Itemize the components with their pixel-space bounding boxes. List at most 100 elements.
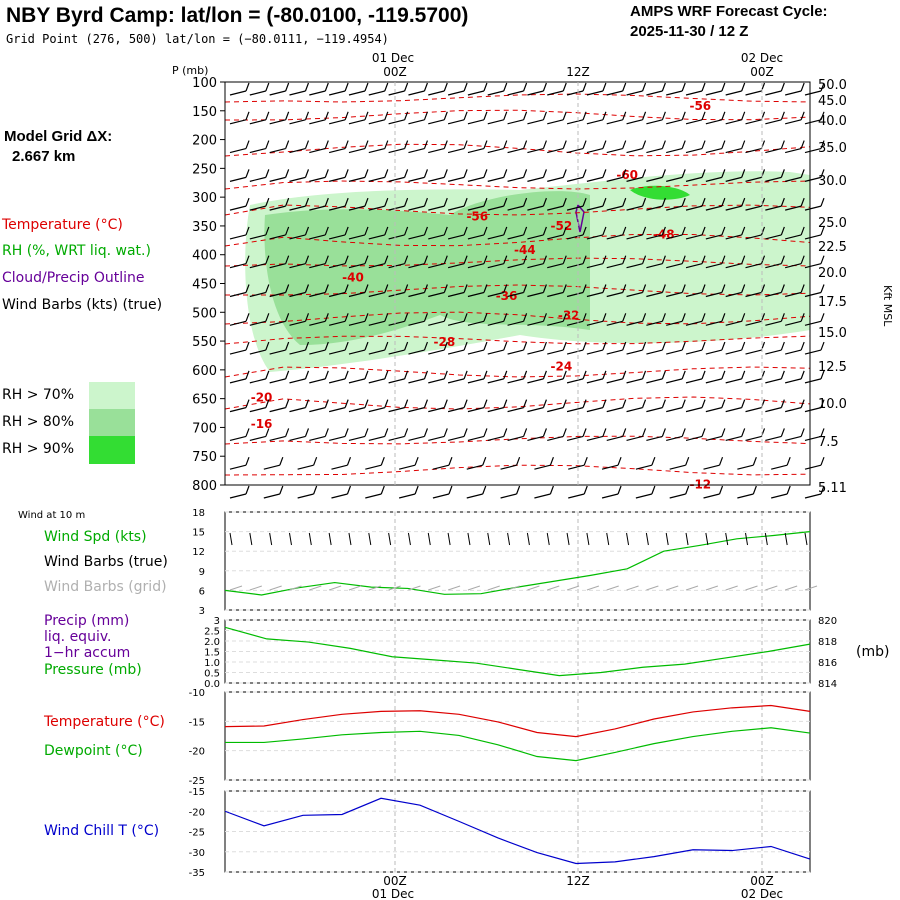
- wind-barb-flag: [443, 169, 448, 178]
- wind-barb-flag: [780, 111, 785, 120]
- wind-barb: [725, 234, 742, 240]
- wind-barb-flag: [265, 169, 270, 178]
- temp-label: Temperature (°C): [44, 714, 165, 730]
- grid-wind-barb: [487, 585, 500, 591]
- wind-barb: [547, 234, 564, 240]
- wind-barb: [606, 90, 623, 96]
- grid-wind-barb: [646, 585, 659, 591]
- series-line: [224, 531, 811, 596]
- wind-barb: [705, 320, 723, 326]
- y-tick-label: 9: [199, 567, 205, 578]
- wind-barb: [428, 407, 445, 413]
- bottom-date-1: 01 Dec: [372, 887, 414, 900]
- wind-barb: [388, 407, 405, 413]
- wind-barb-flag: [384, 169, 389, 178]
- wind-barb-flag: [721, 313, 726, 322]
- wind-barb-flag: [542, 226, 547, 236]
- wind-barb: [804, 349, 822, 355]
- wind-barb: [685, 205, 703, 211]
- grid-wind-barb: [785, 585, 798, 591]
- wind-barb: [745, 320, 762, 326]
- wind-barb-flag: [681, 284, 686, 293]
- wind-barb: [685, 378, 703, 384]
- wind-barb-flag: [483, 399, 488, 408]
- wind-barb-flag: [800, 399, 805, 408]
- wind-barb: [269, 119, 286, 125]
- wind-barb-flag: [304, 169, 310, 178]
- wind-barb-flag: [582, 111, 587, 120]
- wind-barb: [249, 435, 266, 442]
- wind-barb-flag: [780, 255, 785, 264]
- wind-barb-flag: [245, 370, 250, 380]
- surface-wind-barb: [249, 532, 253, 546]
- wind-barb-flag: [820, 428, 825, 437]
- grid-wind-barb: [507, 585, 520, 591]
- wind-barb-flag: [404, 197, 409, 207]
- wind-barb: [737, 464, 754, 470]
- wind-barb: [566, 234, 584, 240]
- wind-barb-flag: [265, 140, 270, 149]
- wind-barb: [765, 291, 782, 298]
- wind-barb-flag: [364, 140, 369, 149]
- wind-barb-flag: [245, 428, 250, 437]
- wind-barb-flag: [364, 111, 369, 120]
- wind-barb: [507, 119, 524, 125]
- wind-barb-flag: [463, 284, 468, 293]
- wind-barb-flag: [582, 399, 587, 408]
- wind-barb-flag: [641, 169, 647, 178]
- wind-barb: [804, 407, 822, 413]
- wind-barb-flag: [741, 226, 746, 236]
- wind-barb-flag: [741, 399, 746, 408]
- wind-barb-flag: [701, 370, 706, 380]
- wind-barb: [328, 176, 346, 182]
- wind-barb-flag: [741, 341, 746, 351]
- wind-barb: [685, 90, 703, 96]
- wind-barb: [428, 263, 445, 269]
- wind-barb-flag: [463, 399, 468, 408]
- wind-barb-flag: [701, 111, 706, 120]
- wind-barb-flag: [602, 428, 607, 437]
- wind-barb: [507, 320, 524, 326]
- wind-barb: [328, 320, 346, 326]
- wind-barb-flag: [279, 485, 284, 495]
- temp-label: -32: [558, 309, 580, 323]
- wind-barb-flag: [661, 313, 666, 322]
- wind-barb: [467, 147, 485, 154]
- wind-barb-flag: [542, 169, 547, 178]
- wind-barb: [527, 435, 544, 442]
- wind-barb: [666, 234, 683, 240]
- wind-barb-flag: [463, 111, 468, 120]
- wind-barb-flag: [820, 255, 825, 264]
- wind-barb-flag: [602, 284, 607, 293]
- wind-barb: [626, 119, 643, 125]
- wind-barb-flag: [549, 457, 554, 466]
- wind-barb-flag: [661, 370, 666, 380]
- wind-barb-flag: [721, 111, 726, 120]
- wind-barb: [249, 176, 266, 182]
- temp-contour: [224, 204, 811, 216]
- wind-barb: [626, 435, 643, 442]
- wind-barb-flag: [384, 341, 389, 351]
- surface-wind-barb: [507, 532, 511, 546]
- wind-barb-flag: [414, 457, 419, 466]
- y2-axis-label: Kft MSL: [881, 285, 894, 327]
- wind-barb-flag: [721, 140, 726, 149]
- wind-barb-flag: [820, 284, 825, 293]
- temp-contour: [224, 93, 811, 103]
- wind-barb: [388, 147, 405, 154]
- wind-barb: [289, 407, 306, 413]
- wind-barb-flag: [651, 485, 656, 495]
- p-tick-label: 450: [192, 278, 217, 293]
- wind-barb: [309, 320, 326, 326]
- wind-barb-flag: [562, 169, 567, 178]
- grid-wind-barb: [269, 585, 282, 591]
- wind-barb: [635, 464, 653, 470]
- surface-wind-barb: [665, 532, 669, 546]
- wind-barb: [408, 205, 425, 211]
- wind-barb: [646, 176, 663, 182]
- p-tick-label: 600: [192, 364, 217, 379]
- wind-barb: [467, 205, 485, 211]
- wind-barb: [685, 435, 703, 442]
- wind-barb: [527, 291, 544, 298]
- pressure-line: [224, 626, 811, 677]
